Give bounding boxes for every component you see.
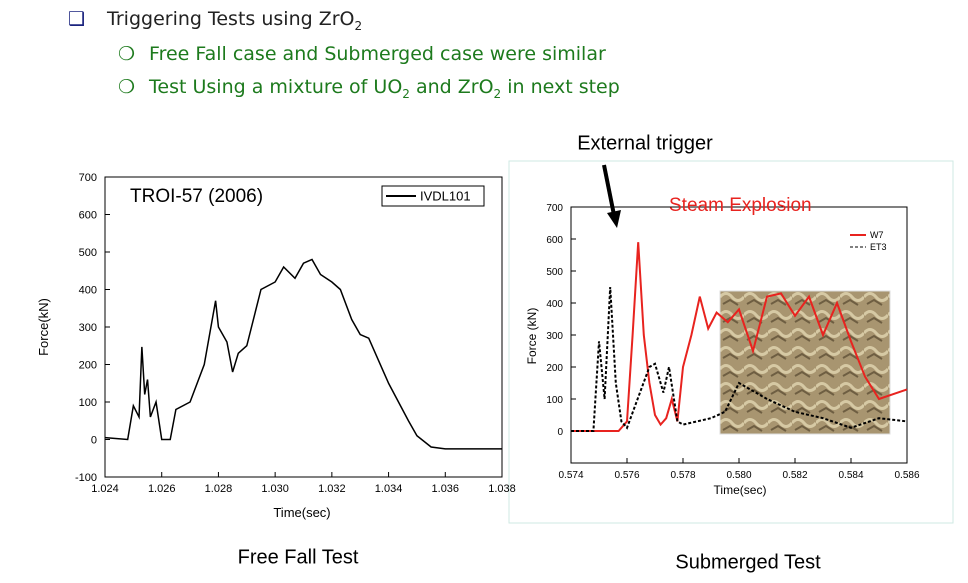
subscript: 2: [493, 86, 502, 101]
x-tick-label: 0.578: [670, 470, 695, 481]
bullet: ❍ Free Fall case and Submerged case were …: [118, 43, 606, 65]
x-tick-label: 1.030: [261, 483, 289, 495]
subscript: 2: [402, 86, 410, 101]
x-tick-label: 1.034: [375, 483, 403, 495]
legend-label: IVDL101: [420, 189, 471, 204]
legend-label: ET3: [870, 242, 887, 252]
x-tick-label: 1.038: [488, 483, 516, 495]
y-axis-label: Force(kN): [36, 298, 51, 356]
trigger-label: External trigger: [577, 132, 713, 154]
bullet-text: in next step: [501, 76, 620, 98]
y-tick-label: 500: [546, 267, 563, 278]
y-tick-label: 0: [91, 435, 97, 447]
x-tick-label: 0.584: [838, 470, 863, 481]
y-tick-label: 700: [79, 172, 97, 184]
series-line: [571, 242, 908, 432]
arrow-head: [607, 210, 621, 228]
photo-inset: [719, 290, 891, 435]
x-tick-label: 0.574: [558, 470, 583, 481]
y-tick-label: 700: [546, 203, 563, 214]
x-axis-label: Time(sec): [273, 505, 330, 520]
y-tick-label: 100: [546, 395, 563, 406]
bullet: ❑ Triggering Tests using ZrO2: [68, 8, 363, 33]
y-tick-label: 600: [79, 210, 97, 222]
y-tick-label: 600: [546, 235, 563, 246]
frame: [508, 160, 954, 524]
x-tick-label: 0.586: [894, 470, 919, 481]
y-tick-label: 400: [79, 285, 97, 297]
x-tick-label: 1.024: [91, 483, 119, 495]
x-tick-label: 0.580: [726, 470, 751, 481]
y-tick-label: 400: [546, 299, 563, 310]
x-tick-label: 1.032: [318, 483, 346, 495]
plot-frame: [104, 176, 503, 478]
y-tick-label: 300: [79, 322, 97, 334]
bullet-text: Triggering Tests using ZrO: [107, 8, 355, 30]
legend-box: [381, 185, 485, 207]
annotation: Steam Explosion: [669, 195, 812, 216]
y-tick-label: 500: [79, 247, 97, 259]
bullet-text: Test Using a mixture of UO: [149, 76, 403, 98]
subscript: 2: [354, 18, 363, 33]
series-line: [104, 258, 502, 450]
caption: Submerged Test: [675, 551, 821, 573]
y-tick-label: 300: [546, 331, 563, 342]
x-axis-label: Time(sec): [714, 483, 767, 497]
y-tick-label: 200: [79, 360, 97, 372]
x-tick-label: 0.576: [614, 470, 639, 481]
y-axis-label: Force (kN): [525, 308, 539, 365]
y-tick-label: 100: [79, 397, 97, 409]
bullet: ❍ Test Using a mixture of UO2 and ZrO2 in…: [118, 76, 620, 101]
x-tick-label: 1.026: [148, 483, 176, 495]
y-tick-label: 0: [557, 427, 563, 438]
legend-label: W7: [870, 230, 884, 240]
x-tick-label: 1.036: [432, 483, 460, 495]
caption: Free Fall Test: [238, 546, 359, 568]
bullet-text: Free Fall case and Submerged case were s…: [149, 43, 606, 65]
bullet-text: and ZrO: [409, 76, 494, 98]
x-tick-label: 1.028: [205, 483, 233, 495]
y-tick-label: 200: [546, 363, 563, 374]
x-tick-label: 0.582: [782, 470, 807, 481]
y-tick-label: -100: [75, 472, 97, 484]
annotation: TROI-57 (2006): [130, 186, 263, 207]
